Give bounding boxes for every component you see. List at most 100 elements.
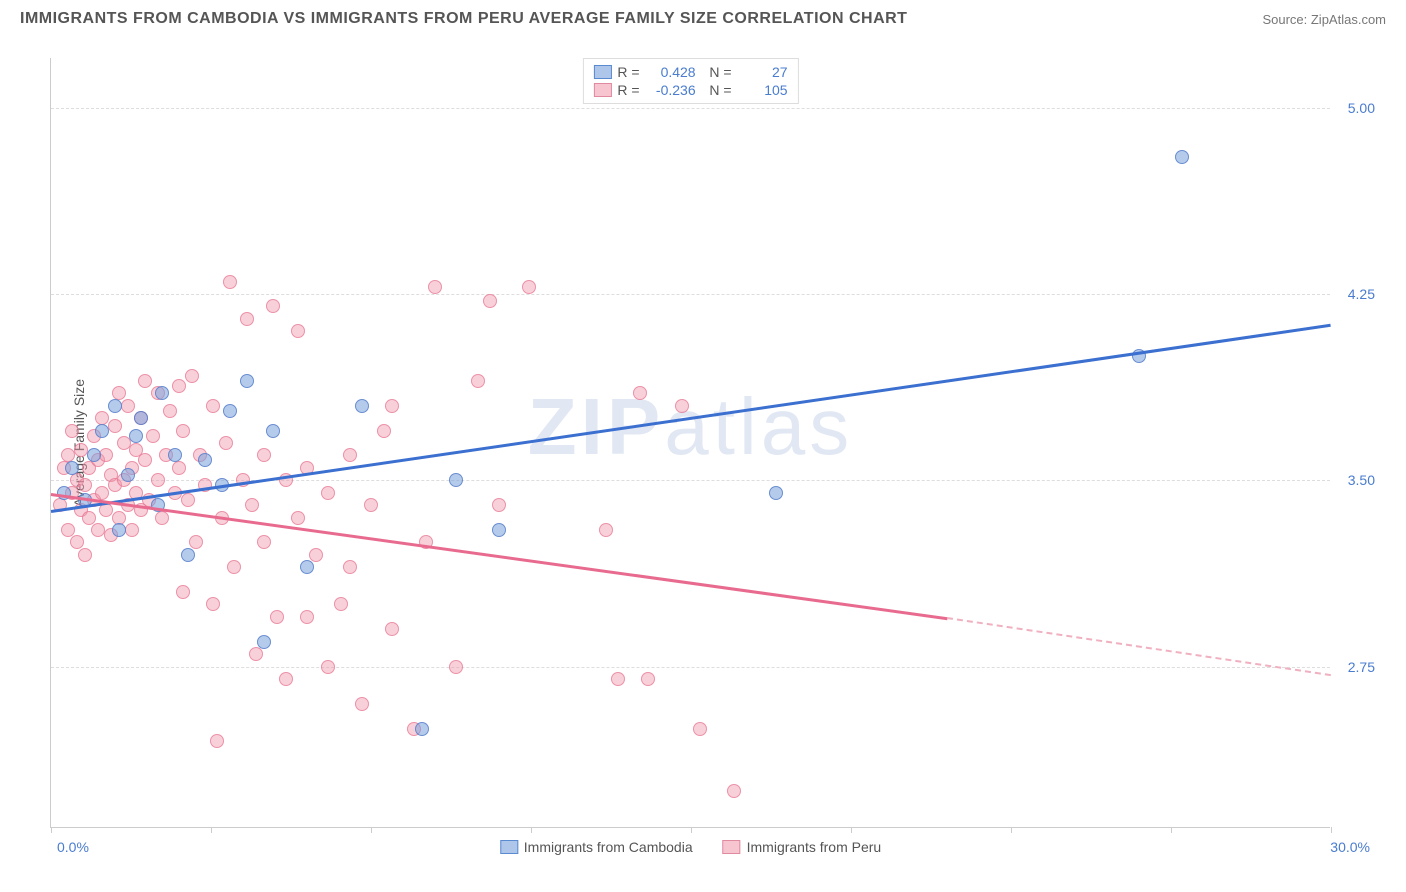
point-cambodia [223, 404, 237, 418]
point-peru [471, 374, 485, 388]
point-peru [291, 511, 305, 525]
point-peru [257, 535, 271, 549]
watermark: ZIPatlas [528, 381, 853, 473]
point-peru [206, 597, 220, 611]
swatch-pink-icon [723, 840, 741, 854]
chart-title: IMMIGRANTS FROM CAMBODIA VS IMMIGRANTS F… [20, 10, 907, 28]
point-peru [82, 511, 96, 525]
plot-area: Average Family Size ZIPatlas R = 0.428 N… [50, 58, 1330, 828]
point-peru [206, 399, 220, 413]
x-tick [211, 827, 212, 833]
point-cambodia [168, 448, 182, 462]
point-peru [727, 784, 741, 798]
point-peru [249, 647, 263, 661]
n-label: N = [702, 64, 732, 80]
point-peru [321, 660, 335, 674]
point-peru [223, 275, 237, 289]
point-peru [125, 523, 139, 537]
point-peru [176, 424, 190, 438]
point-cambodia [121, 468, 135, 482]
legend-item-cambodia: Immigrants from Cambodia [500, 839, 693, 855]
point-peru [172, 461, 186, 475]
point-peru [641, 672, 655, 686]
n-value-peru: 105 [738, 82, 788, 98]
point-peru [343, 448, 357, 462]
point-peru [270, 610, 284, 624]
point-cambodia [1175, 150, 1189, 164]
y-tick-label: 2.75 [1348, 659, 1375, 675]
point-peru [219, 436, 233, 450]
legend-row-cambodia: R = 0.428 N = 27 [593, 63, 787, 81]
point-cambodia [95, 424, 109, 438]
point-peru [343, 560, 357, 574]
point-peru [99, 448, 113, 462]
point-peru [522, 280, 536, 294]
point-peru [385, 399, 399, 413]
point-peru [483, 294, 497, 308]
r-label: R = [617, 64, 639, 80]
point-peru [176, 585, 190, 599]
point-peru [633, 386, 647, 400]
point-peru [611, 672, 625, 686]
point-cambodia [449, 473, 463, 487]
point-peru [138, 453, 152, 467]
point-peru [385, 622, 399, 636]
point-peru [675, 399, 689, 413]
point-cambodia [134, 411, 148, 425]
x-tick [1331, 827, 1332, 833]
point-cambodia [65, 461, 79, 475]
legend-row-peru: R = -0.236 N = 105 [593, 81, 787, 99]
r-value-peru: -0.236 [646, 82, 696, 98]
point-peru [189, 535, 203, 549]
point-peru [121, 399, 135, 413]
point-peru [181, 493, 195, 507]
point-peru [95, 486, 109, 500]
point-peru [377, 424, 391, 438]
swatch-pink-icon [593, 83, 611, 97]
x-tick [1011, 827, 1012, 833]
n-value-cambodia: 27 [738, 64, 788, 80]
r-value-cambodia: 0.428 [646, 64, 696, 80]
x-tick [851, 827, 852, 833]
x-tick [371, 827, 372, 833]
r-label: R = [617, 82, 639, 98]
point-peru [428, 280, 442, 294]
source-label: Source: ZipAtlas.com [1262, 12, 1386, 27]
header: IMMIGRANTS FROM CAMBODIA VS IMMIGRANTS F… [0, 0, 1406, 34]
point-cambodia [355, 399, 369, 413]
x-tick [1171, 827, 1172, 833]
point-peru [61, 523, 75, 537]
point-peru [117, 436, 131, 450]
point-peru [108, 419, 122, 433]
x-tick [531, 827, 532, 833]
n-label: N = [702, 82, 732, 98]
point-peru [355, 697, 369, 711]
point-peru [309, 548, 323, 562]
legend-label-peru: Immigrants from Peru [747, 839, 882, 855]
gridline [51, 294, 1330, 295]
x-tick [691, 827, 692, 833]
point-peru [78, 548, 92, 562]
point-peru [300, 610, 314, 624]
point-peru [279, 672, 293, 686]
point-cambodia [415, 722, 429, 736]
point-peru [227, 560, 241, 574]
point-cambodia [257, 635, 271, 649]
point-peru [449, 660, 463, 674]
point-peru [210, 734, 224, 748]
point-peru [70, 535, 84, 549]
point-cambodia [181, 548, 195, 562]
point-peru [492, 498, 506, 512]
x-tick [51, 827, 52, 833]
series-legend: Immigrants from Cambodia Immigrants from… [500, 839, 881, 855]
point-peru [151, 473, 165, 487]
point-cambodia [492, 523, 506, 537]
swatch-blue-icon [593, 65, 611, 79]
correlation-legend: R = 0.428 N = 27 R = -0.236 N = 105 [582, 58, 798, 104]
point-peru [163, 404, 177, 418]
point-cambodia [769, 486, 783, 500]
point-peru [321, 486, 335, 500]
point-peru [240, 312, 254, 326]
trend-cambodia [51, 324, 1331, 513]
point-peru [257, 448, 271, 462]
